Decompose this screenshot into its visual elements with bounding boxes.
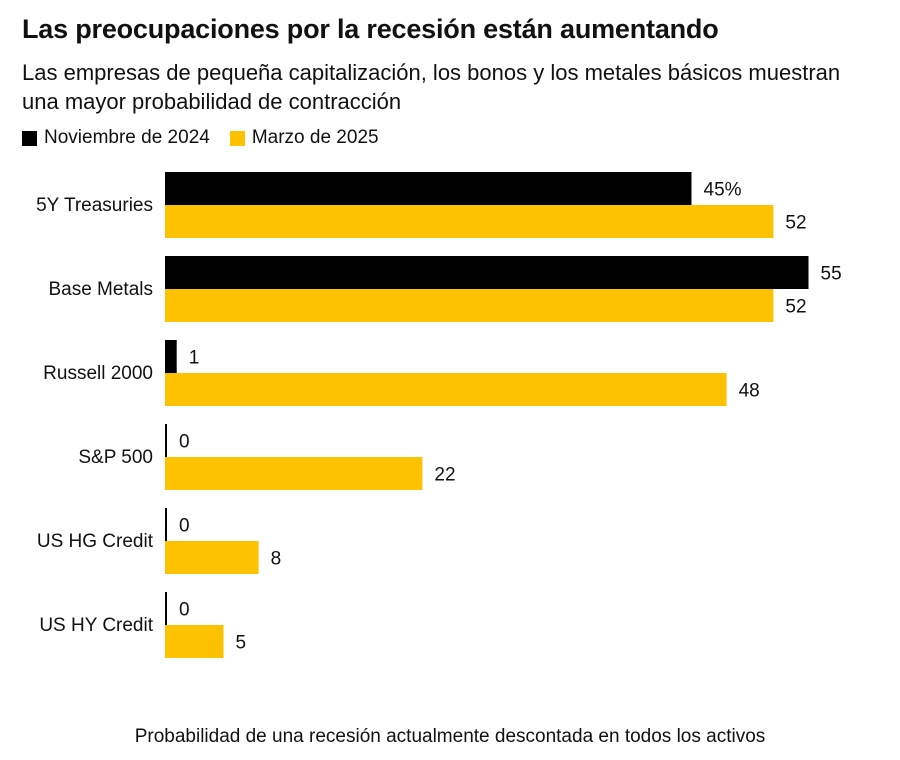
- data-label-nov2024-us-hg-credit: 0: [179, 516, 190, 537]
- data-label-nov2024-5y-treasuries: 45%: [704, 180, 742, 201]
- bar-mar2025-us-hg-credit: [165, 541, 259, 574]
- bar-nov2024-5y-treasuries: [165, 172, 692, 205]
- data-label-nov2024-base-metals: 55: [821, 264, 842, 285]
- legend-item-mar2025: Marzo de 2025: [229, 127, 379, 149]
- category-label-base-metals: Base Metals: [48, 279, 153, 300]
- bar-mar2025-russell-2000: [165, 373, 727, 406]
- data-label-nov2024-russell-2000: 1: [189, 348, 200, 369]
- bar-nov2024-russell-2000: [165, 340, 177, 373]
- legend-label-mar2025: Marzo de 2025: [251, 127, 379, 148]
- legend-swatch-mar2025: [229, 130, 245, 146]
- data-label-mar2025-russell-2000: 48: [739, 381, 760, 402]
- legend: Noviembre de 2024 Marzo de 2025: [22, 127, 399, 149]
- data-label-mar2025-base-metals: 52: [785, 297, 806, 318]
- chart-subtitle: Las empresas de pequeña capitalización, …: [22, 60, 841, 114]
- category-label-us-hg-credit: US HG Credit: [37, 531, 154, 552]
- data-label-nov2024-us-hy-credit: 0: [179, 600, 190, 621]
- bar-nov2024-us-hg-credit: [165, 508, 167, 541]
- chart-title: Las preocupaciones por la recesión están…: [22, 14, 719, 44]
- legend-item-nov2024: Noviembre de 2024: [22, 127, 210, 149]
- category-label-5y-treasuries: 5Y Treasuries: [36, 195, 153, 216]
- category-label-russell-2000: Russell 2000: [43, 363, 153, 384]
- data-label-mar2025-s-p-500: 22: [434, 465, 455, 486]
- data-label-mar2025-us-hg-credit: 8: [271, 549, 282, 570]
- bar-nov2024-us-hy-credit: [165, 592, 167, 625]
- legend-label-nov2024: Noviembre de 2024: [44, 127, 210, 148]
- bar-chart: 5Y Treasuries 45% 52 Base Metals 55 52 Russell…: [36, 172, 842, 658]
- bar-mar2025-5y-treasuries: [165, 205, 774, 238]
- bar-mar2025-s-p-500: [165, 457, 423, 490]
- bar-nov2024-base-metals: [165, 256, 809, 289]
- chart-caption: Probabilidad de una recesión actualmente…: [134, 726, 766, 747]
- category-label-s-p-500: S&P 500: [78, 447, 153, 468]
- bar-nov2024-s-p-500: [165, 424, 167, 457]
- category-label-us-hy-credit: US HY Credit: [39, 615, 153, 636]
- data-label-mar2025-5y-treasuries: 52: [785, 213, 806, 234]
- bar-mar2025-base-metals: [165, 289, 774, 322]
- legend-swatch-nov2024: [22, 130, 37, 146]
- bar-mar2025-us-hy-credit: [165, 625, 224, 658]
- data-label-nov2024-s-p-500: 0: [179, 432, 190, 453]
- data-label-mar2025-us-hy-credit: 5: [236, 633, 247, 654]
